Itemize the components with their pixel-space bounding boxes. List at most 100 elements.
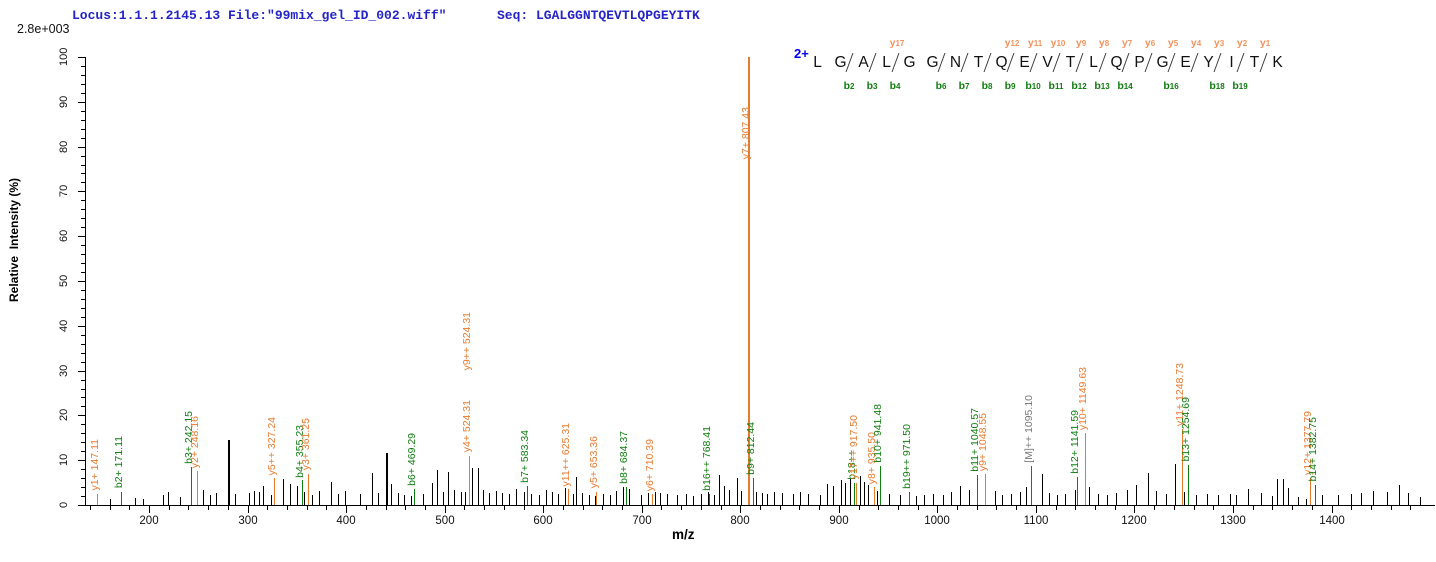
noise-peak — [1236, 495, 1237, 505]
noise-peak — [1373, 490, 1374, 505]
x-axis-title: m/z — [672, 527, 695, 542]
y-tick-label: 0 — [58, 501, 70, 509]
y-major-tick — [78, 102, 85, 103]
x-tick-label: 200 — [139, 515, 159, 527]
noise-peak — [1089, 487, 1090, 505]
x-minor-tick — [1154, 506, 1155, 510]
noise-peak — [1127, 489, 1128, 505]
y-major-tick — [78, 371, 85, 372]
noise-peak — [1184, 491, 1185, 505]
fragment-peak — [909, 491, 910, 505]
noise-peak — [203, 489, 204, 505]
noise-peak — [841, 479, 842, 505]
residue: T — [1065, 54, 1076, 71]
noise-peak — [719, 474, 720, 505]
y-minor-tick — [81, 290, 85, 291]
noise-peak — [297, 486, 298, 505]
y-minor-tick — [81, 120, 85, 121]
x-minor-tick — [267, 506, 268, 510]
y-ion-label: y2 — [1236, 37, 1248, 49]
y-minor-tick — [81, 397, 85, 398]
fragment-peak — [527, 485, 528, 505]
x-minor-tick — [169, 506, 170, 510]
x-major-tick — [1233, 506, 1234, 513]
noise-peak — [312, 495, 313, 505]
fragment-peak-label: y17++ 917.50 — [848, 415, 860, 480]
fragment-peak — [191, 466, 192, 505]
fragment-peak-label: b14+ 1382.75 — [1307, 417, 1319, 482]
b-ion-label: b9 — [1004, 80, 1016, 92]
noise-peak — [850, 479, 851, 505]
x-major-tick — [839, 506, 840, 513]
y-minor-tick — [81, 487, 85, 488]
locus-file-label: Locus:1.1.1.2145.13 File:"99mix_gel_ID_0… — [72, 8, 447, 23]
noise-peak — [331, 481, 332, 505]
noise-peak — [1107, 495, 1108, 505]
fragment-peak-label: b13+ 1254.69 — [1180, 397, 1192, 462]
noise-peak — [391, 484, 392, 505]
noise-peak — [1166, 494, 1167, 505]
b-ion-label: b8 — [981, 80, 993, 92]
noise-peak — [860, 476, 861, 505]
y-minor-tick — [81, 138, 85, 139]
fragment-peak — [985, 473, 986, 505]
noise-peak — [833, 486, 834, 505]
noise-peak — [1026, 486, 1027, 505]
x-minor-tick — [366, 506, 367, 510]
y-minor-tick — [81, 433, 85, 434]
y-ion-label: y4 — [1190, 37, 1202, 49]
x-minor-tick — [819, 506, 820, 510]
noise-peak — [319, 490, 320, 505]
noise-peak — [1042, 474, 1043, 505]
x-minor-tick — [1213, 506, 1214, 510]
fragment-peak-label: b6+ 469.29 — [406, 433, 418, 487]
noise-peak — [969, 489, 970, 505]
x-tick-label: 1100 — [1023, 515, 1049, 527]
x-major-tick — [149, 506, 150, 513]
noise-peak — [724, 486, 725, 505]
x-minor-tick — [287, 506, 288, 510]
noise-peak — [531, 494, 532, 505]
noise-peak — [210, 495, 211, 505]
residue: G — [1156, 54, 1169, 71]
noise-peak — [1218, 495, 1219, 505]
x-minor-tick — [721, 506, 722, 510]
b-ion-label: b14 — [1117, 80, 1133, 92]
x-minor-tick — [425, 506, 426, 510]
y-minor-tick — [81, 84, 85, 85]
y-minor-tick — [81, 173, 85, 174]
noise-peak — [411, 496, 412, 505]
noise-peak — [827, 484, 828, 505]
noise-peak — [1261, 493, 1262, 505]
x-minor-tick — [780, 506, 781, 510]
noise-peak — [496, 490, 497, 505]
residue: Q — [1110, 54, 1123, 71]
fragment-peak-label: b16++ 768.41 — [701, 425, 713, 491]
noise-peak — [995, 490, 996, 505]
fragment-peak-label: b9+ 812.44 — [745, 422, 757, 476]
fragment-peak — [1315, 484, 1316, 505]
noise-peak — [1065, 494, 1066, 505]
noise-peak — [774, 492, 775, 505]
y-ion-label: y8 — [1098, 37, 1110, 49]
noise-peak — [655, 491, 656, 505]
x-tick-label: 1400 — [1319, 515, 1345, 527]
noise-peak — [595, 496, 596, 505]
noise-peak — [603, 494, 604, 505]
x-tick-label: 700 — [632, 515, 652, 527]
y-minor-tick — [81, 478, 85, 479]
noise-peak — [737, 478, 738, 505]
residue: V — [1042, 54, 1053, 71]
y-minor-tick — [81, 200, 85, 201]
x-minor-tick — [996, 506, 997, 510]
b-ion-label: b18 — [1209, 80, 1225, 92]
b-ion-label: b13 — [1094, 80, 1110, 92]
y-minor-tick — [81, 496, 85, 497]
noise-peak — [951, 491, 952, 505]
y-major-tick — [78, 281, 85, 282]
noise-peak — [163, 495, 164, 505]
y-major-tick — [78, 236, 85, 237]
noise-peak — [509, 494, 510, 505]
x-tick-label: 600 — [533, 515, 553, 527]
